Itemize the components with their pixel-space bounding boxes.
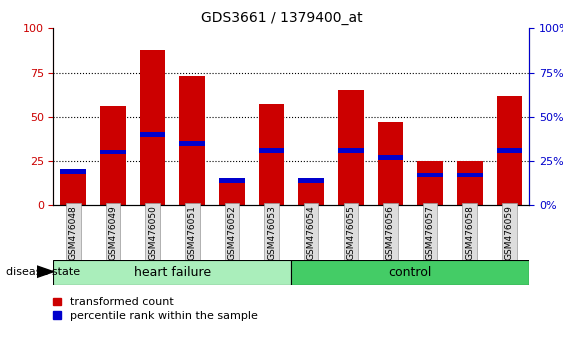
Bar bbox=[298, 178, 324, 183]
Bar bbox=[378, 155, 403, 160]
Bar bbox=[100, 150, 126, 154]
Text: heart failure: heart failure bbox=[134, 266, 211, 279]
Text: GSM476048: GSM476048 bbox=[69, 205, 78, 260]
Bar bbox=[497, 96, 522, 205]
Text: GSM476058: GSM476058 bbox=[465, 205, 474, 260]
Bar bbox=[180, 141, 205, 145]
Bar bbox=[60, 170, 86, 174]
Bar bbox=[100, 106, 126, 205]
Text: GSM476051: GSM476051 bbox=[187, 205, 196, 260]
Bar bbox=[378, 122, 403, 205]
Bar bbox=[258, 104, 284, 205]
Bar bbox=[180, 76, 205, 205]
Text: GDS3661 / 1379400_at: GDS3661 / 1379400_at bbox=[200, 11, 363, 25]
Bar bbox=[258, 148, 284, 153]
Bar bbox=[417, 161, 443, 205]
Bar bbox=[219, 179, 245, 205]
Text: GSM476059: GSM476059 bbox=[505, 205, 514, 260]
Bar bbox=[140, 132, 166, 137]
Bar bbox=[292, 260, 529, 285]
Text: control: control bbox=[388, 266, 432, 279]
Text: GSM476053: GSM476053 bbox=[267, 205, 276, 260]
Bar bbox=[417, 173, 443, 177]
Polygon shape bbox=[37, 266, 53, 278]
Text: GSM476056: GSM476056 bbox=[386, 205, 395, 260]
Text: GSM476055: GSM476055 bbox=[346, 205, 355, 260]
Text: disease state: disease state bbox=[6, 267, 80, 277]
Legend: transformed count, percentile rank within the sample: transformed count, percentile rank withi… bbox=[53, 297, 258, 321]
Text: GSM476050: GSM476050 bbox=[148, 205, 157, 260]
Bar bbox=[338, 90, 364, 205]
Bar bbox=[457, 173, 482, 177]
Text: GSM476057: GSM476057 bbox=[426, 205, 435, 260]
Text: GSM476049: GSM476049 bbox=[109, 205, 118, 260]
Bar bbox=[60, 172, 86, 205]
Text: GSM476052: GSM476052 bbox=[227, 205, 236, 260]
Bar bbox=[497, 148, 522, 153]
Bar bbox=[338, 148, 364, 153]
Bar bbox=[53, 260, 292, 285]
Bar bbox=[298, 179, 324, 205]
Bar bbox=[457, 161, 482, 205]
Bar bbox=[140, 50, 166, 205]
Bar bbox=[219, 178, 245, 183]
Text: GSM476054: GSM476054 bbox=[307, 205, 316, 260]
